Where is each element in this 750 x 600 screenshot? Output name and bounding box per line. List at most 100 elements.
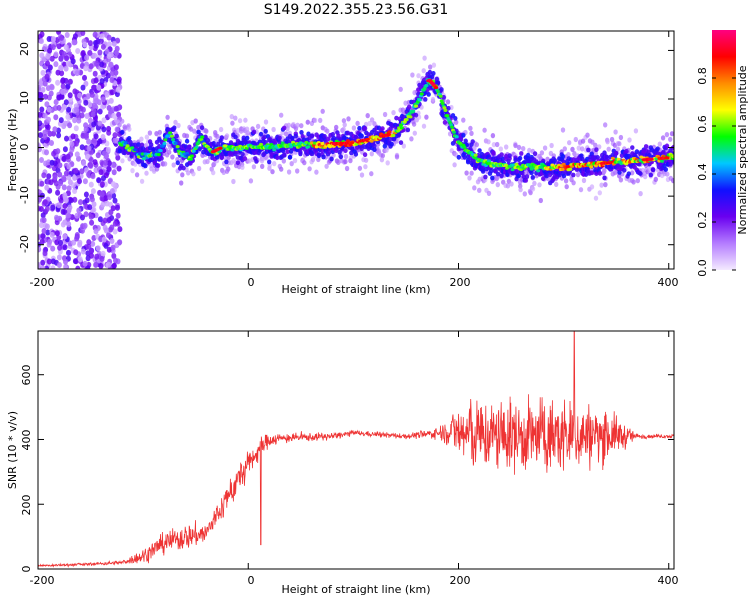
spectrogram-band-cell (594, 147, 599, 153)
spectrogram-halo-cell (538, 197, 543, 204)
spectrogram-band-cell (345, 130, 350, 136)
spectrogram-ridge-cell (194, 145, 199, 149)
spectrogram-noise-cell (111, 169, 117, 176)
spectrogram-noise-cell (97, 216, 103, 223)
spectrogram-noise-cell (65, 153, 71, 160)
spectrogram-noise-cell (92, 31, 98, 38)
spectrogram-band-cell (619, 153, 625, 159)
spectrogram-band-cell (321, 154, 326, 160)
spectrogram-band-cell (357, 125, 362, 131)
spectrogram-noise-cell (56, 254, 62, 261)
spectrogram-noise-cell (50, 204, 56, 211)
spectrogram-ridge-cell (435, 89, 440, 93)
spectrogram-peak-cell (649, 157, 654, 161)
spectrogram-noise-cell (43, 93, 49, 100)
spectrogram-noise-cell (46, 258, 52, 265)
spectrogram-band-cell (359, 133, 364, 139)
colorbar-ticks (712, 77, 736, 271)
spectrogram-noise-cell (50, 245, 56, 252)
spectrogram-noise-cell (115, 204, 120, 211)
spectrogram-ridge-cell (306, 145, 311, 149)
spectrogram-halo-cell (233, 115, 238, 121)
spectrogram-halo-cell (564, 184, 569, 190)
spectrogram-halo-cell (179, 180, 184, 186)
spectrogram-halo-cell (468, 125, 473, 131)
spectrogram-noise-cell (54, 214, 59, 221)
spectrogram-noise-cell (108, 61, 114, 68)
spectrogram-halo-cell (581, 177, 587, 184)
spectrogram-ridge-cell (417, 98, 422, 102)
spectrogram-noise-cell (114, 49, 119, 56)
spectrogram-ridge-cell (452, 130, 456, 134)
spectrogram-noise-cell (88, 181, 94, 188)
spectrogram-ridge-cell (445, 114, 450, 118)
spectrogram-band-cell (541, 176, 546, 182)
spectrogram-halo-cell (605, 139, 610, 145)
spectrogram-noise-cell (105, 146, 111, 153)
spectrogram-noise-cell (85, 255, 91, 262)
spectrogram-halo-cell (431, 62, 437, 68)
spectrogram-ridge-cell (438, 94, 443, 98)
spectrogram-noise-cell (50, 265, 56, 269)
spectrogram-halo-cell (606, 146, 611, 152)
spectrogram-panel: -200 0 200 400 Height of straight line (… (6, 30, 679, 296)
spectrogram-halo-cell (421, 123, 427, 129)
spectrogram-ridge-cell (272, 148, 277, 152)
spectrogram-ridge-cell (163, 138, 168, 142)
spectrogram-halo-cell (562, 146, 567, 152)
spectrogram-halo-cell (170, 154, 175, 160)
colorbar-tick-label-2: 0.4 (696, 163, 709, 181)
spectrogram-noise-cell (72, 258, 78, 265)
spectrogram-halo-cell (573, 136, 578, 143)
spectrogram-halo-cell (154, 131, 159, 137)
spectrogram-noise-cell (69, 141, 75, 148)
spectrogram-halo-cell (346, 116, 351, 122)
bot-ytick-label-1: 200 (20, 495, 33, 516)
spectrogram-noise-cell (96, 84, 102, 91)
spectrogram-noise-cell (62, 244, 68, 251)
spectrogram-noise-cell (87, 101, 93, 108)
spectrogram-band-cell (524, 174, 530, 180)
spectrogram-noise-cell (74, 106, 79, 113)
spectrogram-noise-cell (100, 43, 106, 50)
spectrogram-noise-cell (42, 199, 48, 206)
spectrogram-halo-cell (286, 169, 292, 175)
spectrogram-noise-cell (82, 260, 88, 267)
spectrogram-noise-cell (71, 39, 77, 46)
top-xaxis-label: Height of straight line (km) (281, 283, 430, 296)
spectrogram-cells (38, 31, 674, 269)
spectrogram-halo-cell (513, 142, 518, 149)
spectrogram-band-cell (461, 132, 466, 138)
spectrogram-band-cell (490, 175, 495, 181)
bot-yaxis-label: SNR (10 * v/v) (6, 411, 19, 489)
spectrogram-noise-cell (91, 84, 97, 91)
spectrogram-noise-cell (98, 263, 104, 269)
spectrogram-noise-cell (75, 265, 81, 269)
spectrogram-halo-cell (671, 178, 674, 184)
spectrogram-noise-cell (92, 159, 98, 166)
spectrogram-halo-cell (504, 144, 509, 150)
spectrogram-noise-cell (108, 51, 114, 58)
top-ytick-label-3: 10 (18, 91, 31, 105)
spectrogram-noise-cell (116, 165, 122, 172)
spectrogram-noise-cell (49, 55, 55, 62)
spectrogram-noise-cell (58, 180, 64, 187)
spectrogram-band-cell (327, 149, 332, 155)
spectrogram-band-cell (362, 152, 368, 158)
spectrogram-band-cell (406, 104, 412, 110)
spectrogram-noise-cell (109, 77, 115, 84)
spectrogram-ridge-cell (168, 131, 173, 135)
spectrogram-noise-cell (66, 163, 72, 170)
spectrogram-noise-cell (95, 152, 101, 159)
spectrogram-noise-cell (46, 106, 52, 113)
spectrogram-halo-cell (348, 158, 353, 164)
spectrogram-noise-cell (80, 31, 86, 36)
spectrogram-noise-cell (41, 217, 47, 224)
spectrogram-noise-cell (66, 249, 71, 256)
spectrogram-noise-cell (94, 60, 100, 67)
spectrogram-halo-cell (312, 117, 318, 123)
spectrogram-ridge-cell (510, 168, 515, 172)
spectrogram-noise-cell (99, 255, 105, 262)
spectrogram-band-cell (529, 170, 534, 176)
